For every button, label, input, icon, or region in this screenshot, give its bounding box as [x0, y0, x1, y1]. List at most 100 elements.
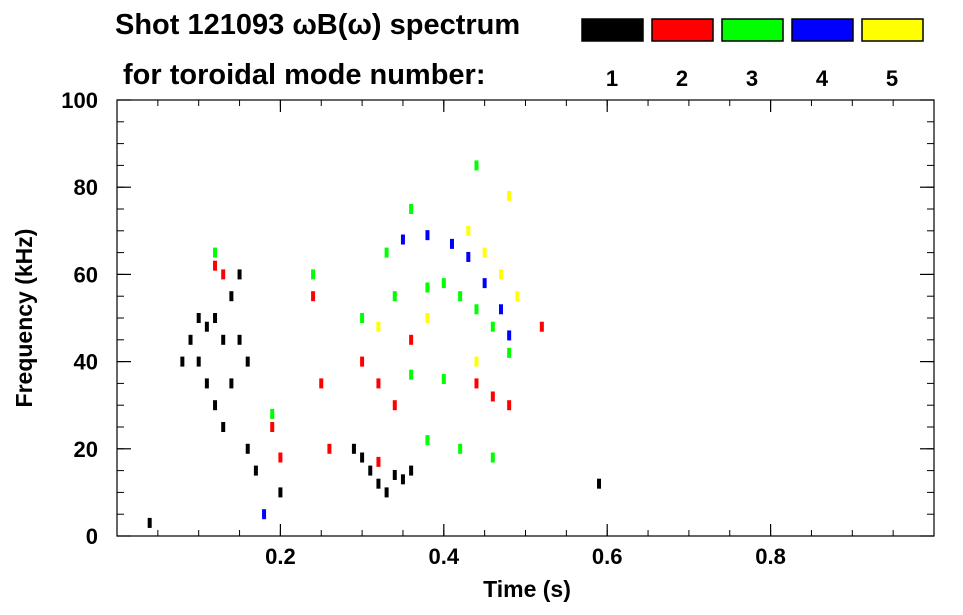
data-point — [196, 313, 201, 323]
data-point — [400, 234, 405, 245]
data-point — [221, 422, 226, 432]
data-point — [498, 269, 503, 280]
legend-swatch-2 — [651, 18, 714, 42]
data-point — [229, 291, 234, 302]
data-point — [376, 321, 381, 332]
data-point — [311, 291, 316, 302]
data-point — [237, 334, 242, 345]
data-point — [449, 238, 454, 249]
data-point — [360, 356, 365, 367]
series-mode-3 — [213, 160, 512, 463]
data-point — [474, 378, 479, 389]
data-point — [474, 304, 479, 315]
data-point — [441, 278, 446, 289]
series-mode-4 — [262, 230, 512, 520]
data-point — [409, 334, 414, 345]
data-point — [507, 190, 512, 201]
data-point — [270, 422, 275, 432]
x-tick-label: 0.8 — [755, 544, 786, 569]
data-point — [147, 517, 152, 528]
data-point — [196, 356, 201, 367]
data-point — [351, 443, 356, 454]
y-tick-label: 20 — [74, 437, 98, 462]
data-point — [482, 247, 487, 258]
data-point — [213, 313, 218, 323]
data-point — [490, 321, 495, 332]
data-point — [539, 321, 544, 332]
data-point — [458, 443, 463, 454]
legend-swatch-1 — [581, 18, 644, 42]
data-point — [188, 334, 193, 345]
data-point — [245, 443, 250, 454]
data-point — [376, 478, 381, 489]
data-point — [409, 369, 414, 380]
x-axis-label: Time (s) — [483, 576, 571, 602]
y-axis-label: Frequency (kHz) — [11, 229, 37, 408]
legend-swatch-3 — [721, 18, 784, 42]
y-tick-label: 100 — [61, 88, 98, 113]
legend-label-1: 1 — [606, 66, 618, 91]
data-point — [229, 378, 234, 389]
data-point — [368, 465, 373, 476]
y-axis: 0 20 40 60 80 100 — [61, 88, 934, 549]
data-point — [400, 474, 405, 485]
x-tick-label: 0.6 — [592, 544, 623, 569]
data-point — [213, 260, 218, 271]
data-point — [278, 452, 283, 463]
data-point — [507, 330, 512, 341]
data-point — [507, 400, 512, 411]
data-point — [466, 225, 471, 236]
data-point — [319, 378, 324, 389]
legend: 1 2 3 4 5 — [581, 18, 924, 91]
data-point — [278, 487, 283, 498]
data-point — [221, 334, 226, 345]
data-point — [425, 313, 430, 323]
legend-caption: for toroidal mode number: — [123, 59, 486, 91]
data-point — [360, 313, 365, 323]
data-point — [327, 443, 332, 454]
data-point — [441, 374, 446, 385]
legend-label-5: 5 — [886, 66, 898, 91]
data-point — [245, 356, 250, 367]
data-point — [204, 378, 209, 389]
data-point — [262, 509, 267, 520]
series-mode-5 — [376, 190, 520, 367]
data-point — [237, 269, 242, 280]
data-point — [376, 378, 381, 389]
plot-area — [147, 160, 602, 528]
data-point — [482, 278, 487, 289]
legend-label-2: 2 — [676, 66, 688, 91]
data-point — [384, 247, 389, 258]
data-point — [515, 291, 520, 302]
x-tick-label: 0.2 — [265, 544, 296, 569]
data-point — [270, 408, 275, 419]
data-point — [498, 304, 503, 315]
data-point — [384, 487, 389, 498]
minor-ticks — [116, 99, 935, 537]
data-point — [204, 321, 209, 332]
data-point — [213, 247, 218, 258]
data-point — [180, 356, 185, 367]
plot-frame — [116, 99, 935, 537]
data-point — [425, 282, 430, 293]
legend-label-3: 3 — [746, 66, 758, 91]
data-point — [311, 269, 316, 280]
data-point — [425, 230, 430, 241]
y-tick-label: 0 — [86, 524, 98, 549]
data-point — [507, 347, 512, 358]
series-mode-2 — [213, 260, 544, 467]
data-point — [490, 452, 495, 463]
data-point — [597, 478, 602, 489]
data-point — [474, 356, 479, 367]
y-tick-label: 60 — [74, 262, 98, 287]
chart-title: Shot 121093 ωB(ω) spectrum — [115, 9, 520, 41]
series-mode-1 — [147, 269, 602, 528]
data-point — [376, 456, 381, 467]
y-tick-label: 80 — [74, 175, 98, 200]
data-point — [392, 400, 397, 411]
data-point — [253, 465, 258, 476]
y-tick-label: 40 — [74, 350, 98, 375]
data-point — [474, 160, 479, 171]
